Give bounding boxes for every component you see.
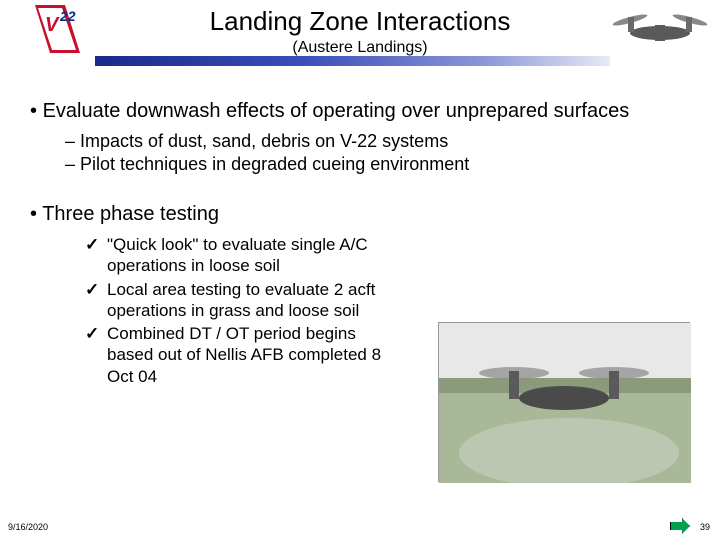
check-combined: ✓ Combined DT / OT period begins based o… — [85, 323, 400, 387]
sub-impacts: Impacts of dust, sand, debris on V-22 sy… — [30, 131, 690, 152]
bullet-text: Evaluate downwash effects of operating o… — [43, 100, 630, 122]
svg-text:22: 22 — [59, 8, 76, 24]
landing-photo — [438, 322, 690, 482]
footer-page-number: 39 — [700, 522, 710, 532]
slide-header: V 22 Landing Zone Interactions (Austere … — [0, 0, 720, 70]
check-icon: ✓ — [85, 279, 99, 300]
check-quicklook: ✓ "Quick look" to evaluate single A/C op… — [85, 234, 400, 277]
bullet-text: Three phase testing — [42, 203, 219, 225]
header-divider-bar — [95, 56, 610, 66]
check-text: "Quick look" to evaluate single A/C oper… — [107, 235, 368, 275]
check-localarea: ✓ Local area testing to evaluate 2 acft … — [85, 279, 400, 322]
bullet-evaluate: Evaluate downwash effects of operating o… — [30, 100, 690, 123]
sub-pilot: Pilot techniques in degraded cueing envi… — [30, 154, 690, 175]
check-list: ✓ "Quick look" to evaluate single A/C op… — [30, 234, 400, 387]
next-arrow-icon[interactable] — [670, 518, 690, 534]
svg-text:V: V — [45, 14, 60, 36]
check-text: Combined DT / OT period begins based out… — [107, 324, 381, 386]
bullet-threephase: Three phase testing — [30, 203, 690, 226]
check-icon: ✓ — [85, 234, 99, 255]
v22-logo: V 22 — [30, 3, 95, 58]
check-text: Local area testing to evaluate 2 acft op… — [107, 280, 375, 320]
check-icon: ✓ — [85, 323, 99, 344]
sub-text: Impacts of dust, sand, debris on V-22 sy… — [80, 131, 448, 151]
footer-date: 9/16/2020 — [8, 522, 48, 532]
aircraft-image-icon — [610, 5, 710, 50]
sub-text: Pilot techniques in degraded cueing envi… — [80, 154, 469, 174]
